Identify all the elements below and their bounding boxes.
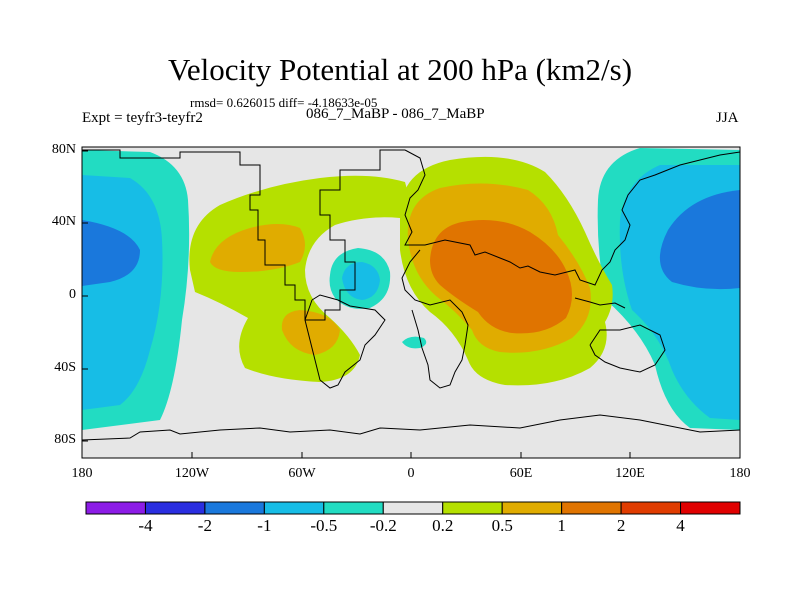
xlabel-120e: 120E [615, 466, 645, 481]
season-label: JJA [716, 110, 739, 126]
ylabel-80n: 80N [51, 142, 76, 157]
xlabel-0: 0 [407, 466, 415, 481]
coastlines [82, 149, 740, 441]
ylabel-40n: 40N [51, 214, 76, 229]
ylabel-80s: 80S [54, 432, 76, 447]
colorbar-label: 2 [616, 516, 626, 535]
colorbar-box [204, 501, 265, 515]
contour-positive-arc [189, 175, 408, 382]
xlabel-60w: 60W [288, 466, 316, 481]
xlabel-120w: 120W [174, 466, 210, 481]
colorbar-box [561, 501, 622, 515]
map-field [82, 147, 740, 458]
axis-ticks [81, 150, 741, 458]
colorbar-label: -0.2 [369, 516, 397, 535]
colorbar-label: 4 [676, 516, 685, 535]
coast-indonesia [574, 297, 626, 309]
colorbar-label: -2 [197, 516, 212, 535]
colorbar-box [382, 501, 444, 515]
experiment-label: Expt = teyfr3-teyfr2 [82, 110, 203, 126]
coast-south-america [304, 294, 386, 389]
xlabel-180e: 180 [729, 466, 751, 481]
colorbar-label: -4 [138, 516, 153, 535]
colorbar-box [620, 501, 682, 515]
contour-positive-arc-2 [281, 310, 340, 355]
xlabel-60e: 60E [509, 466, 533, 481]
colorbar-label: 1 [557, 516, 566, 535]
colorbar-label: -1 [257, 516, 272, 535]
colorbar-box [442, 501, 503, 515]
ylabel-0: 0 [69, 287, 76, 302]
ylabel-40s: 40S [54, 360, 76, 375]
colorbar-box [323, 501, 384, 515]
colorbar-box [85, 501, 146, 515]
colorbar-label: 0.2 [432, 516, 454, 535]
contour-positive-arc-1 [210, 224, 305, 272]
colorbar-box [680, 501, 741, 515]
coast-africa [401, 249, 469, 389]
xlabel-180w: 180 [71, 466, 93, 481]
coast-north-america [82, 149, 405, 321]
contour-positive-main-2 [430, 219, 572, 334]
coast-europe-asia [404, 149, 740, 286]
map-title: Velocity Potential at 200 hPa (km2/s) [167, 52, 633, 87]
colorbar [85, 501, 741, 515]
stats-label: rmsd= 0.626015 diff= -4.18633e-05 [190, 95, 378, 110]
contour-negative-east-core [659, 190, 740, 290]
colorbar-label: -0.5 [310, 516, 338, 535]
contour-negative-west-core [82, 220, 140, 286]
case-label: 086_7_MaBP - 086_7_MaBP [306, 106, 485, 122]
colorbar-box [263, 501, 325, 515]
colorbar-box [501, 501, 563, 515]
coast-australia [589, 324, 666, 373]
coast-antarctica [82, 414, 740, 441]
colorbar-box [144, 501, 206, 515]
colorbar-label: 0.5 [491, 516, 513, 535]
